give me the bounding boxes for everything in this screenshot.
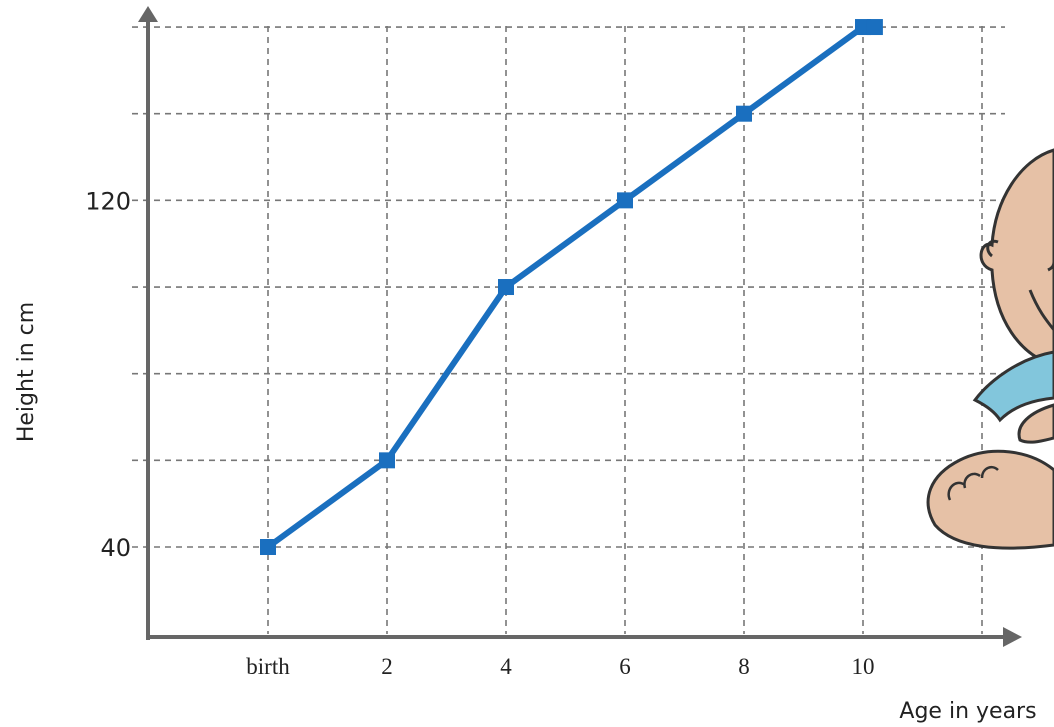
data-point-marker <box>379 452 395 469</box>
data-point-marker <box>617 192 633 209</box>
y-axis-arrow <box>138 6 158 22</box>
x-tick-label: 2 <box>381 654 393 679</box>
y-axis-title: Height in cm <box>14 302 39 442</box>
series-line <box>265 24 866 550</box>
y-tick-label: 120 <box>85 187 131 215</box>
x-axis-title: Age in years <box>899 699 1036 724</box>
x-tick-label: birth <box>246 654 290 679</box>
y-tick-label: 40 <box>100 534 131 562</box>
series-group <box>260 19 883 555</box>
baby-cartoon-icon <box>926 148 1054 550</box>
x-tick-label: 6 <box>619 654 631 679</box>
x-tick-label: 8 <box>738 654 750 679</box>
x-axis-arrow <box>1003 627 1022 647</box>
tick-labels: birth 2 4 6 8 10 40 120 <box>85 187 874 679</box>
x-tick-label: 10 <box>852 654 875 679</box>
data-point-marker <box>736 105 752 122</box>
data-point-marker <box>498 279 514 296</box>
data-point-marker <box>866 19 883 36</box>
data-point-marker <box>260 539 276 555</box>
axes <box>138 6 1022 647</box>
x-tick-label: 4 <box>500 654 512 679</box>
